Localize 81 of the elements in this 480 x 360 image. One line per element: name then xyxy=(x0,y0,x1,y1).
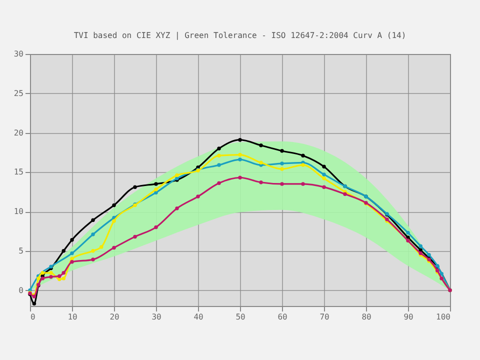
point xyxy=(49,274,53,279)
x-tick-label: 60 xyxy=(278,312,288,322)
y-tick-label: 20 xyxy=(14,128,24,138)
point xyxy=(217,154,221,158)
point xyxy=(280,167,284,171)
point xyxy=(58,274,62,278)
point xyxy=(62,276,66,280)
point xyxy=(175,206,179,210)
point xyxy=(418,248,422,252)
point xyxy=(154,190,158,194)
point xyxy=(91,218,95,222)
y-tick-label: 25 xyxy=(14,88,24,98)
x-tick-label: 40 xyxy=(194,312,204,322)
point xyxy=(301,163,305,167)
point xyxy=(49,271,53,275)
point xyxy=(133,234,137,239)
point xyxy=(40,276,44,280)
point xyxy=(36,276,40,280)
point xyxy=(91,249,95,253)
point xyxy=(259,160,263,165)
point xyxy=(217,163,221,167)
x-tick-label: 80 xyxy=(362,312,372,322)
y-tick-label: 15 xyxy=(14,168,24,177)
point xyxy=(322,185,326,189)
point xyxy=(112,203,116,208)
point xyxy=(238,158,242,162)
point xyxy=(259,143,263,148)
x-tick-label: 10 xyxy=(68,312,78,322)
point xyxy=(100,245,104,249)
point xyxy=(418,244,422,248)
point xyxy=(322,172,326,176)
point xyxy=(217,146,221,150)
point xyxy=(154,182,158,186)
y-tick-label: 30 xyxy=(14,50,24,58)
point xyxy=(133,185,137,189)
y-tick-label: 5 xyxy=(18,246,24,256)
point xyxy=(343,192,347,196)
point xyxy=(58,277,62,282)
point xyxy=(217,181,221,186)
point xyxy=(62,249,66,253)
point xyxy=(406,236,410,240)
point xyxy=(70,260,74,264)
point xyxy=(301,182,305,186)
x-tick-label: 30 xyxy=(152,312,162,322)
point xyxy=(91,232,95,236)
point xyxy=(154,188,158,192)
point xyxy=(259,180,263,184)
point xyxy=(280,182,284,186)
point xyxy=(112,219,116,223)
x-tick-label: 90 xyxy=(404,312,414,322)
point xyxy=(427,252,431,257)
x-tick-label: 100 xyxy=(436,312,451,322)
chart-title: TVI based on CIE XYZ | Green Tolerance - ISO 12647-2:2004 Curv A (14) xyxy=(74,31,406,40)
point xyxy=(70,251,74,256)
point xyxy=(238,176,242,180)
x-tick-label: 50 xyxy=(236,312,246,322)
x-tick-label: 70 xyxy=(320,312,330,322)
y-tick-label: 0 xyxy=(18,286,24,295)
point xyxy=(440,272,444,276)
point xyxy=(40,271,44,275)
point xyxy=(238,138,242,142)
point xyxy=(70,238,74,242)
point xyxy=(280,162,284,166)
point xyxy=(322,164,326,168)
point xyxy=(70,256,74,261)
y-tick-label: 10 xyxy=(14,207,24,216)
point xyxy=(112,246,116,250)
x-tick-label: 0 xyxy=(30,312,36,322)
point xyxy=(32,302,36,306)
point xyxy=(175,173,179,178)
point xyxy=(280,148,284,153)
point xyxy=(406,230,410,235)
point xyxy=(301,154,305,158)
point xyxy=(62,271,66,275)
x-tick-label: 20 xyxy=(110,312,120,322)
point xyxy=(322,176,326,180)
point xyxy=(238,152,242,157)
point xyxy=(154,225,158,230)
point xyxy=(91,258,95,262)
line-series xyxy=(28,176,452,298)
point xyxy=(196,194,200,198)
